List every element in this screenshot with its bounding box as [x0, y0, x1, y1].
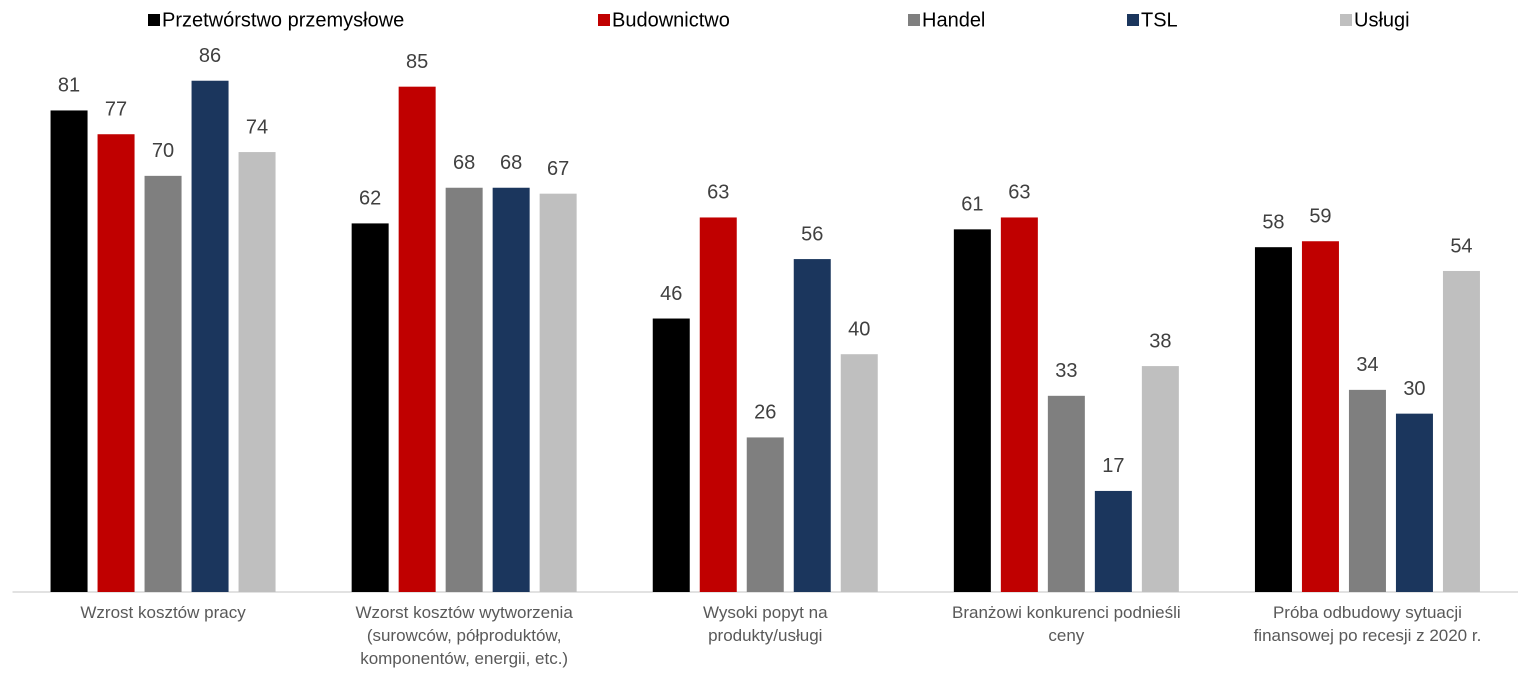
data-label: 30: [1403, 378, 1425, 400]
legend-label: Przetwórstwo przemysłowe: [162, 9, 404, 31]
legend-swatch: [1340, 14, 1352, 26]
legend-swatch: [148, 14, 160, 26]
data-label: 17: [1102, 455, 1124, 477]
bar: [351, 223, 389, 592]
data-label: 63: [1008, 182, 1030, 204]
x-tick-label: Wysoki popyt na produkty/usługi: [703, 603, 828, 645]
bar: [699, 217, 737, 592]
bar: [1395, 413, 1433, 592]
x-tick-label: Wzrost kosztów pracy: [80, 603, 246, 622]
bar: [398, 86, 436, 593]
data-label: 62: [359, 188, 381, 210]
data-label: 33: [1055, 360, 1077, 382]
bar: [191, 80, 229, 592]
bar: [445, 187, 483, 593]
bar: [1094, 490, 1132, 592]
bar: [1442, 270, 1480, 592]
bar: [1254, 247, 1292, 592]
bar: [1301, 241, 1339, 592]
x-tick-label: Próba odbudowy sytuacji finansowej po rec…: [1254, 603, 1482, 645]
data-label: 58: [1262, 211, 1284, 233]
data-label: 34: [1356, 354, 1378, 376]
data-label: 86: [199, 45, 221, 67]
bar: [1348, 389, 1386, 592]
bar: [840, 354, 878, 592]
data-label: 77: [105, 99, 127, 121]
legend-swatch: [598, 14, 610, 26]
data-label: 63: [707, 182, 729, 204]
bar: [144, 175, 182, 592]
data-label: 61: [961, 194, 983, 216]
data-label: 46: [660, 283, 682, 305]
bar: [97, 134, 135, 593]
bar: [1141, 366, 1179, 592]
data-label: 67: [547, 158, 569, 180]
data-label: 38: [1149, 330, 1171, 352]
data-label: 40: [848, 318, 870, 340]
bar: [1000, 217, 1038, 592]
legend-label: Usługi: [1354, 9, 1410, 31]
bar: [1047, 395, 1085, 592]
data-label: 74: [246, 116, 268, 138]
data-label: 70: [152, 140, 174, 162]
bar: [652, 318, 690, 592]
bar: [793, 259, 831, 592]
bar: [539, 193, 577, 592]
bar: [492, 187, 530, 593]
bar: [746, 437, 784, 592]
data-label: 81: [58, 75, 80, 97]
x-tick-label: Branżowi konkurenci podnieśli ceny: [952, 603, 1181, 645]
bar: [238, 152, 276, 592]
legend-swatch: [1127, 14, 1139, 26]
legend-swatch: [908, 14, 920, 26]
data-label: 68: [453, 152, 475, 174]
bar: [50, 110, 88, 592]
legend-label: Budownictwo: [612, 9, 730, 31]
data-label: 26: [754, 402, 776, 424]
x-tick-label: Wzorst kosztów wytworzenia (surowców, pół…: [356, 603, 574, 668]
data-label: 68: [500, 152, 522, 174]
data-label: 59: [1309, 206, 1331, 228]
legend-label: Handel: [922, 9, 985, 31]
data-label: 54: [1450, 235, 1472, 257]
legend-label: TSL: [1141, 9, 1178, 31]
data-label: 85: [406, 51, 428, 73]
data-label: 56: [801, 223, 823, 245]
bar: [953, 229, 991, 593]
